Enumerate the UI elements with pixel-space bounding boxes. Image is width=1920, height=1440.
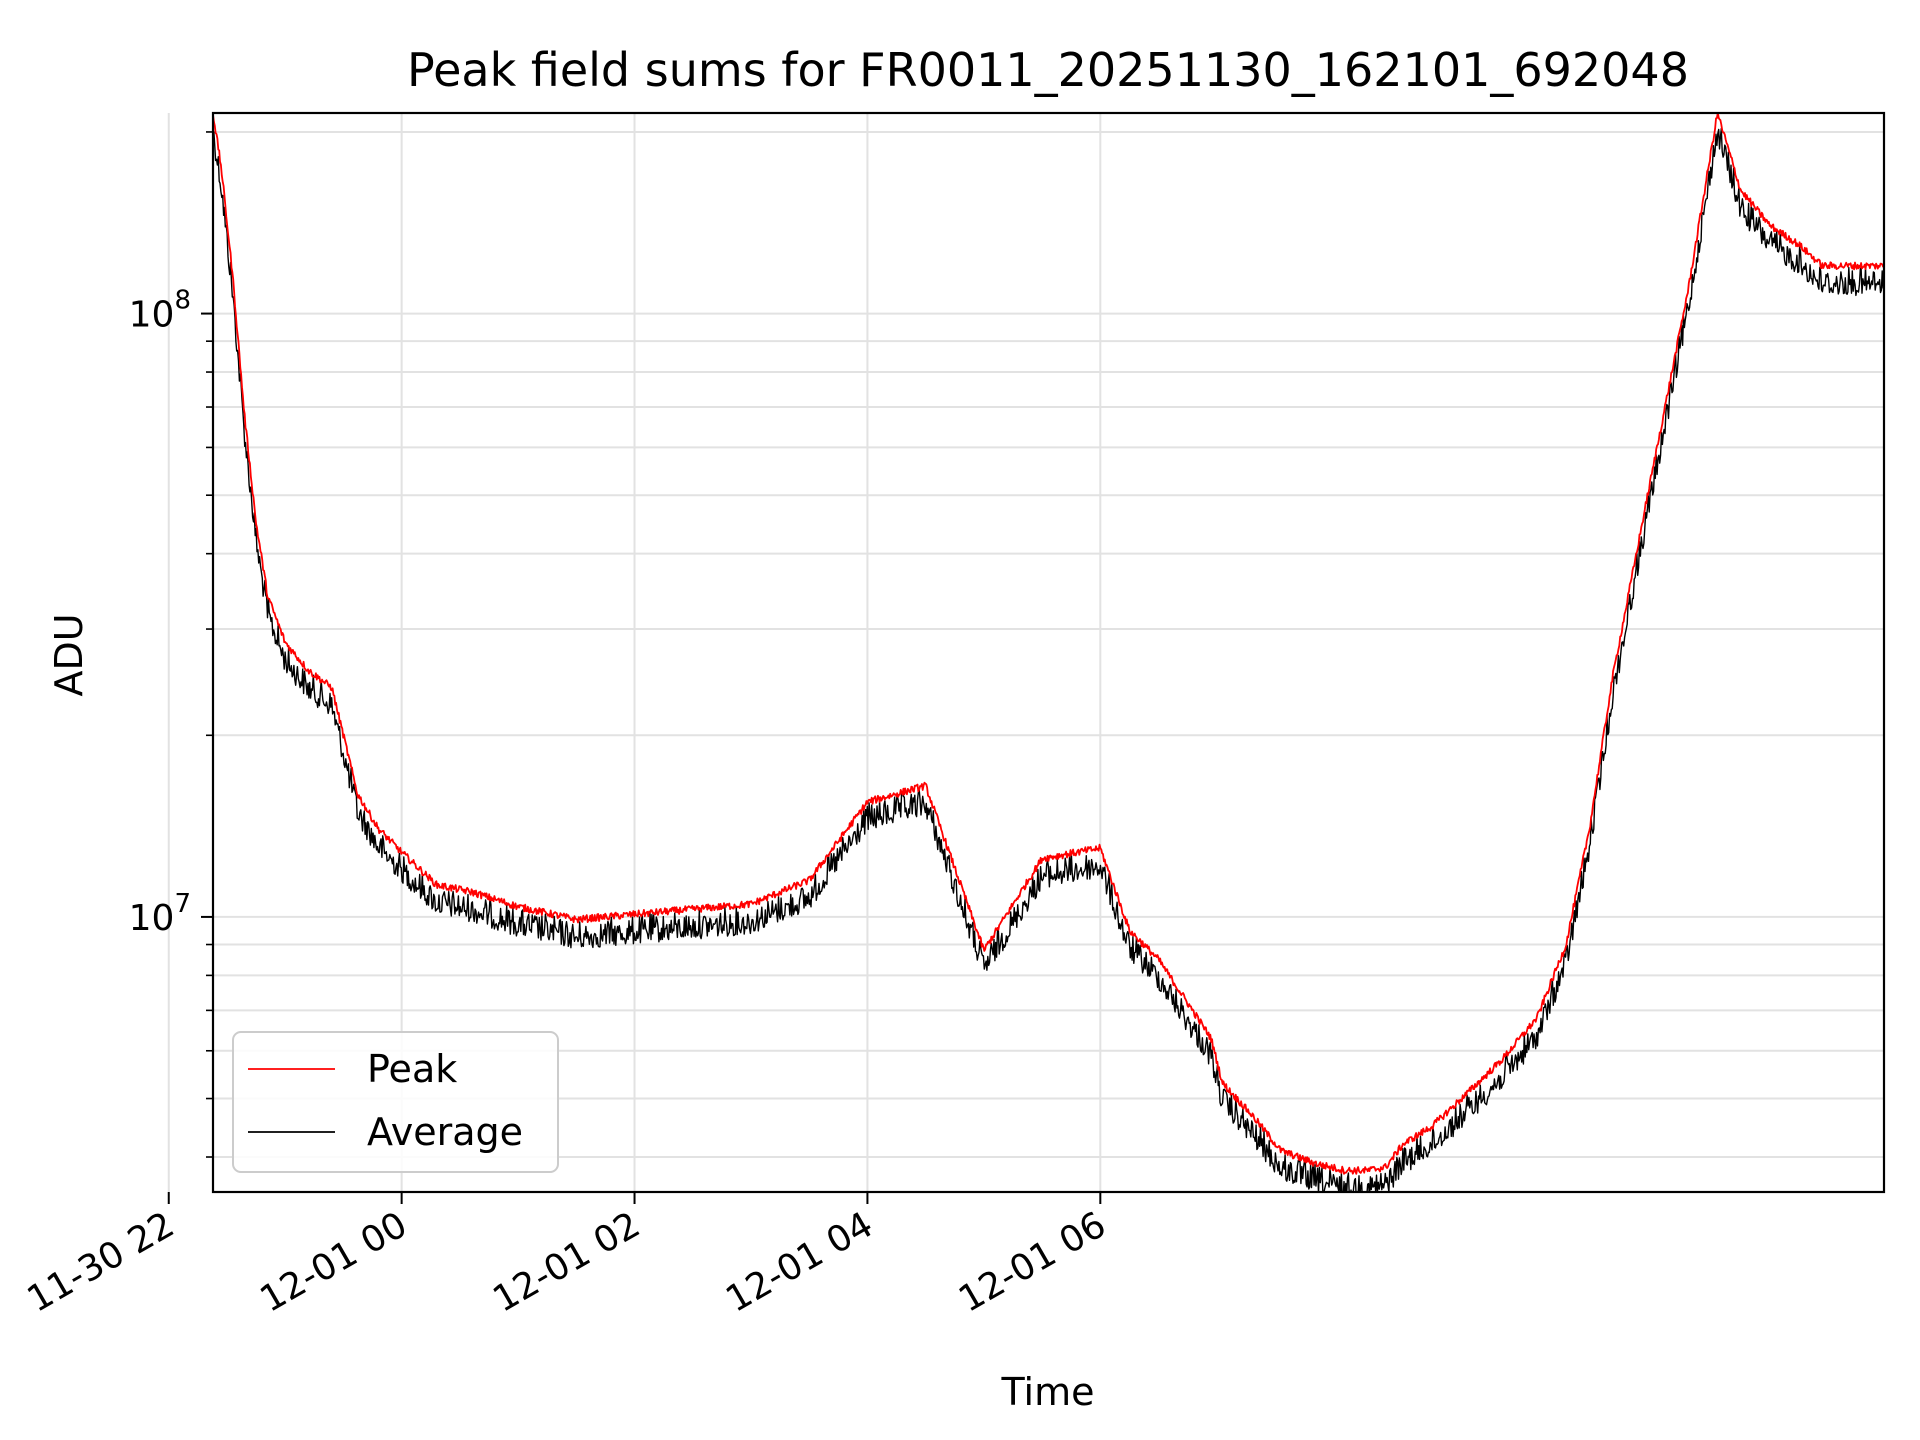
- y-axis-label: ADU: [47, 613, 91, 696]
- legend: Peak Average: [232, 1031, 559, 1173]
- chart-title: Peak field sums for FR0011_20251130_1621…: [407, 43, 1689, 97]
- legend-label-peak: Peak: [367, 1047, 457, 1091]
- y-tick-label: 108: [129, 286, 191, 336]
- series-line-average: [213, 127, 1884, 1192]
- plot-frame: [211, 111, 1886, 1194]
- series-line-peak: [213, 113, 1884, 1175]
- plot-series: [213, 113, 1884, 1192]
- legend-box: [232, 1031, 559, 1173]
- y-tick-label: 107: [129, 889, 191, 939]
- legend-label-average: Average: [367, 1110, 523, 1154]
- x-axis-label: Time: [1001, 1370, 1095, 1414]
- grid-lines: [167, 113, 1884, 1192]
